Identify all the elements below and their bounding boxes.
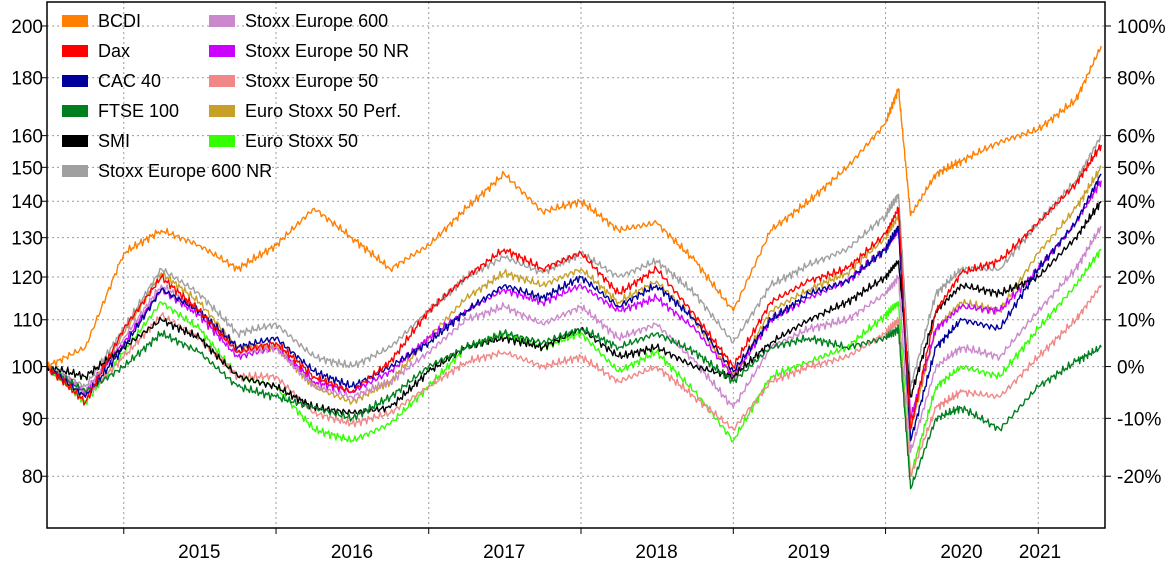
y2-tick-label: 80% [1117,69,1155,90]
legend-item-dax: Dax [62,41,130,61]
series-line-ftse-100 [46,324,1102,490]
y-tick-label: 140 [11,192,43,213]
grid [47,2,1105,528]
legend-item-stoxx-europe-50-nr: Stoxx Europe 50 NR [209,41,409,61]
legend-swatch [209,15,235,27]
series-line-cac-40 [46,173,1102,442]
legend-swatch [209,135,235,147]
x-tick-label: 2016 [331,542,373,563]
plot-frame [46,1,1106,529]
x-axis: 2015 2016 2017 2018 2019 2020 2021 [123,528,1061,563]
y2-tick-label: 20% [1117,268,1155,289]
legend-swatch [209,75,235,87]
y-tick-label: 150 [11,158,43,179]
legend-label: BCDI [98,11,141,31]
legend-label: Stoxx Europe 600 [245,11,388,31]
legend-item-cac-40: CAC 40 [62,71,161,91]
y-tick-label: 120 [11,268,43,289]
y-tick-label: 80 [22,467,43,488]
y2-tick-label: 100% [1117,17,1166,38]
legend-item-smi: SMI [62,131,130,151]
y2-tick-label: -20% [1117,467,1161,488]
series-line-bcdi [46,45,1102,370]
legend-label: Stoxx Europe 50 [245,71,378,91]
legend-label: Stoxx Europe 50 NR [245,41,409,61]
x-tick-label: 2020 [940,542,982,563]
y-tick-label: 200 [11,17,43,38]
legend-item-euro-stoxx-50: Euro Stoxx 50 [209,131,358,151]
y-tick-label: 90 [22,409,43,430]
legend-swatch [62,75,88,87]
legend-label: Euro Stoxx 50 [245,131,358,151]
y2-tick-label: 0% [1117,358,1145,379]
legend-label: Stoxx Europe 600 NR [98,161,272,181]
legend-item-stoxx-europe-600-nr: Stoxx Europe 600 NR [62,161,272,181]
y-axis-left: 80 90 100 110 120 130 140 150 160 180 200 [11,17,47,488]
x-tick-label: 2021 [1019,542,1061,563]
legend-swatch [209,45,235,57]
legend-swatch [62,45,88,57]
y-tick-label: 100 [11,358,43,379]
legend-label: Dax [98,41,130,61]
series-line-dax [46,144,1102,431]
y2-tick-label: 60% [1117,127,1155,148]
y2-tick-label: 30% [1117,229,1155,250]
legend-swatch [62,15,88,27]
legend-swatch [62,105,88,117]
series-line-smi [46,200,1102,416]
legend-label: FTSE 100 [98,101,179,121]
y-tick-label: 130 [11,229,43,250]
y-tick-label: 110 [13,311,43,332]
y2-tick-label: 40% [1117,192,1155,213]
series-line-stoxx-europe-600-nr [46,134,1102,389]
x-tick-label: 2015 [178,542,220,563]
legend-label: SMI [98,131,130,151]
legend-label: Euro Stoxx 50 Perf. [245,101,401,121]
series-lines [46,45,1102,490]
legend-item-euro-stoxx-50-perf-: Euro Stoxx 50 Perf. [209,101,401,121]
legend-swatch [62,135,88,147]
legend-item-stoxx-europe-50: Stoxx Europe 50 [209,71,378,91]
y-tick-label: 180 [11,69,43,90]
legend-item-bcdi: BCDI [62,11,141,31]
x-tick-label: 2018 [635,542,677,563]
y2-tick-label: -10% [1117,409,1161,430]
x-tick-label: 2019 [788,542,830,563]
y-axis-right: -20% -10% 0% 10% 20% 30% 40% 50% 60% 80% 100% [1105,17,1166,488]
legend-swatch [209,105,235,117]
y-tick-label: 160 [11,127,43,148]
series-line-stoxx-europe-50-nr [46,180,1102,420]
legend-label: CAC 40 [98,71,161,91]
legend-item-stoxx-europe-600: Stoxx Europe 600 [209,11,388,31]
legend-swatch [62,165,88,177]
legend-item-ftse-100: FTSE 100 [62,101,179,121]
x-tick-label: 2017 [483,542,525,563]
legend: BCDI Dax CAC 40 FTSE 100 SMI Stoxx Europe 600… [62,11,409,181]
y2-tick-label: 10% [1117,311,1155,332]
y2-tick-label: 50% [1117,158,1155,179]
